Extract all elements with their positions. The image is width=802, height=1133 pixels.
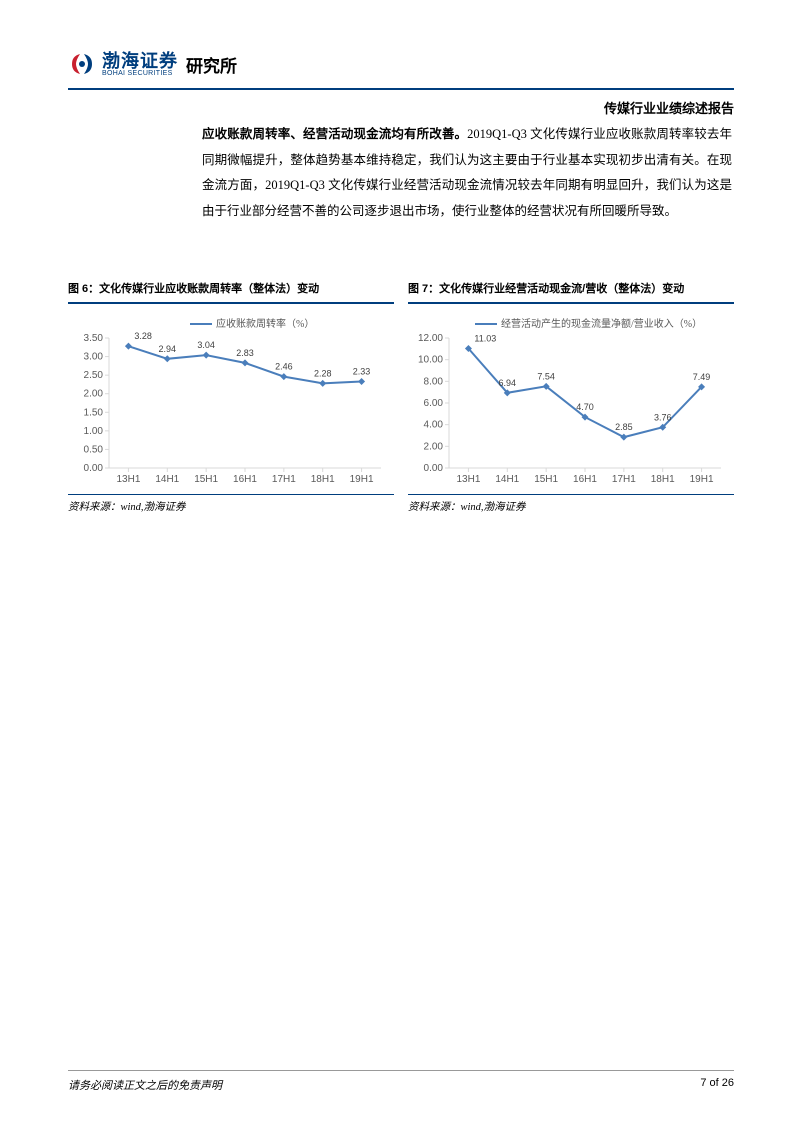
charts-row: 图 6：文化传媒行业应收账款周转率（整体法）变动 应收账款周转率（%） 0.00 0… (68, 280, 734, 514)
bohai-logo-icon (68, 50, 96, 78)
svg-text:19H1: 19H1 (690, 474, 714, 485)
svg-text:0.50: 0.50 (84, 444, 104, 455)
svg-text:16H1: 16H1 (573, 474, 597, 485)
svg-text:14H1: 14H1 (495, 474, 519, 485)
svg-text:10.00: 10.00 (418, 355, 443, 366)
svg-text:2.46: 2.46 (275, 362, 293, 372)
svg-text:1.00: 1.00 (84, 426, 104, 437)
svg-text:2.28: 2.28 (314, 368, 332, 378)
svg-text:4.70: 4.70 (576, 402, 594, 412)
logo-block: 渤海证券 BOHAI SECURITIES (68, 50, 178, 78)
chart6-source: 资料来源：wind,渤海证券 (68, 499, 394, 514)
svg-text:3.50: 3.50 (84, 333, 104, 344)
svg-text:2.94: 2.94 (159, 344, 177, 354)
body-lead-bold: 应收账款周转率、经营活动现金流均有所改善。 (202, 127, 467, 141)
report-title: 传媒行业业绩综述报告 (604, 98, 734, 117)
svg-text:4.00: 4.00 (424, 420, 444, 431)
svg-text:2.83: 2.83 (236, 348, 254, 358)
chart7-title: 图 7：文化传媒行业经营活动现金流/营收（整体法）变动 (408, 280, 734, 296)
svg-text:18H1: 18H1 (651, 474, 675, 485)
svg-text:15H1: 15H1 (194, 474, 218, 485)
svg-text:6.00: 6.00 (424, 398, 444, 409)
page-header: 渤海证券 BOHAI SECURITIES 研究所 (68, 40, 734, 90)
svg-text:3.28: 3.28 (134, 331, 152, 341)
chart7-svg: 经营活动产生的现金流量净额/营业收入（%） 0.00 2.00 4.00 6.00 8.0… (408, 310, 734, 490)
logo-cn: 渤海证券 (102, 52, 178, 70)
svg-text:18H1: 18H1 (311, 474, 335, 485)
svg-text:0.00: 0.00 (84, 463, 104, 474)
svg-text:13H1: 13H1 (116, 474, 140, 485)
logo-en: BOHAI SECURITIES (102, 70, 178, 77)
svg-text:0.00: 0.00 (424, 463, 444, 474)
svg-text:16H1: 16H1 (233, 474, 257, 485)
footer-page: 7 of 26 (700, 1077, 734, 1093)
svg-text:19H1: 19H1 (350, 474, 374, 485)
svg-text:2.85: 2.85 (615, 422, 633, 432)
svg-text:12.00: 12.00 (418, 333, 443, 344)
svg-text:2.00: 2.00 (84, 389, 104, 400)
svg-text:经营活动产生的现金流量净额/营业收入（%）: 经营活动产生的现金流量净额/营业收入（%） (501, 317, 702, 330)
chart6-box: 应收账款周转率（%） 0.00 0.50 1.00 1.50 2.00 2.50 3.00 3.… (68, 302, 394, 495)
svg-text:2.50: 2.50 (84, 370, 104, 381)
svg-text:17H1: 17H1 (612, 474, 636, 485)
svg-text:3.76: 3.76 (654, 412, 672, 422)
footer-disclaimer: 请务必阅读正文之后的免责声明 (68, 1077, 222, 1093)
svg-text:3.00: 3.00 (84, 352, 104, 363)
svg-text:15H1: 15H1 (534, 474, 558, 485)
svg-text:7.54: 7.54 (537, 371, 555, 381)
svg-text:2.33: 2.33 (353, 366, 371, 376)
chart7-source: 资料来源：wind,渤海证券 (408, 499, 734, 514)
institute-label: 研究所 (186, 52, 237, 77)
chart6-title: 图 6：文化传媒行业应收账款周转率（整体法）变动 (68, 280, 394, 296)
body-paragraph: 应收账款周转率、经营活动现金流均有所改善。2019Q1-Q3 文化传媒行业应收账… (202, 122, 732, 225)
svg-text:11.03: 11.03 (474, 334, 496, 344)
page-footer: 请务必阅读正文之后的免责声明 7 of 26 (68, 1070, 734, 1093)
chart7-box: 经营活动产生的现金流量净额/营业收入（%） 0.00 2.00 4.00 6.00 8.0… (408, 302, 734, 495)
svg-text:17H1: 17H1 (272, 474, 296, 485)
svg-text:1.50: 1.50 (84, 407, 104, 418)
svg-text:14H1: 14H1 (155, 474, 179, 485)
svg-text:13H1: 13H1 (456, 474, 480, 485)
svg-text:6.94: 6.94 (499, 378, 517, 388)
svg-text:2.00: 2.00 (424, 441, 444, 452)
svg-text:8.00: 8.00 (424, 376, 444, 387)
svg-text:应收账款周转率（%）: 应收账款周转率（%） (216, 317, 314, 330)
svg-text:7.49: 7.49 (693, 372, 711, 382)
chart7-column: 图 7：文化传媒行业经营活动现金流/营收（整体法）变动 经营活动产生的现金流量净… (408, 280, 734, 514)
svg-text:3.04: 3.04 (197, 340, 215, 350)
logo-text: 渤海证券 BOHAI SECURITIES (102, 52, 178, 77)
chart6-svg: 应收账款周转率（%） 0.00 0.50 1.00 1.50 2.00 2.50 3.00 3.… (68, 310, 394, 490)
chart6-column: 图 6：文化传媒行业应收账款周转率（整体法）变动 应收账款周转率（%） 0.00 0… (68, 280, 394, 514)
